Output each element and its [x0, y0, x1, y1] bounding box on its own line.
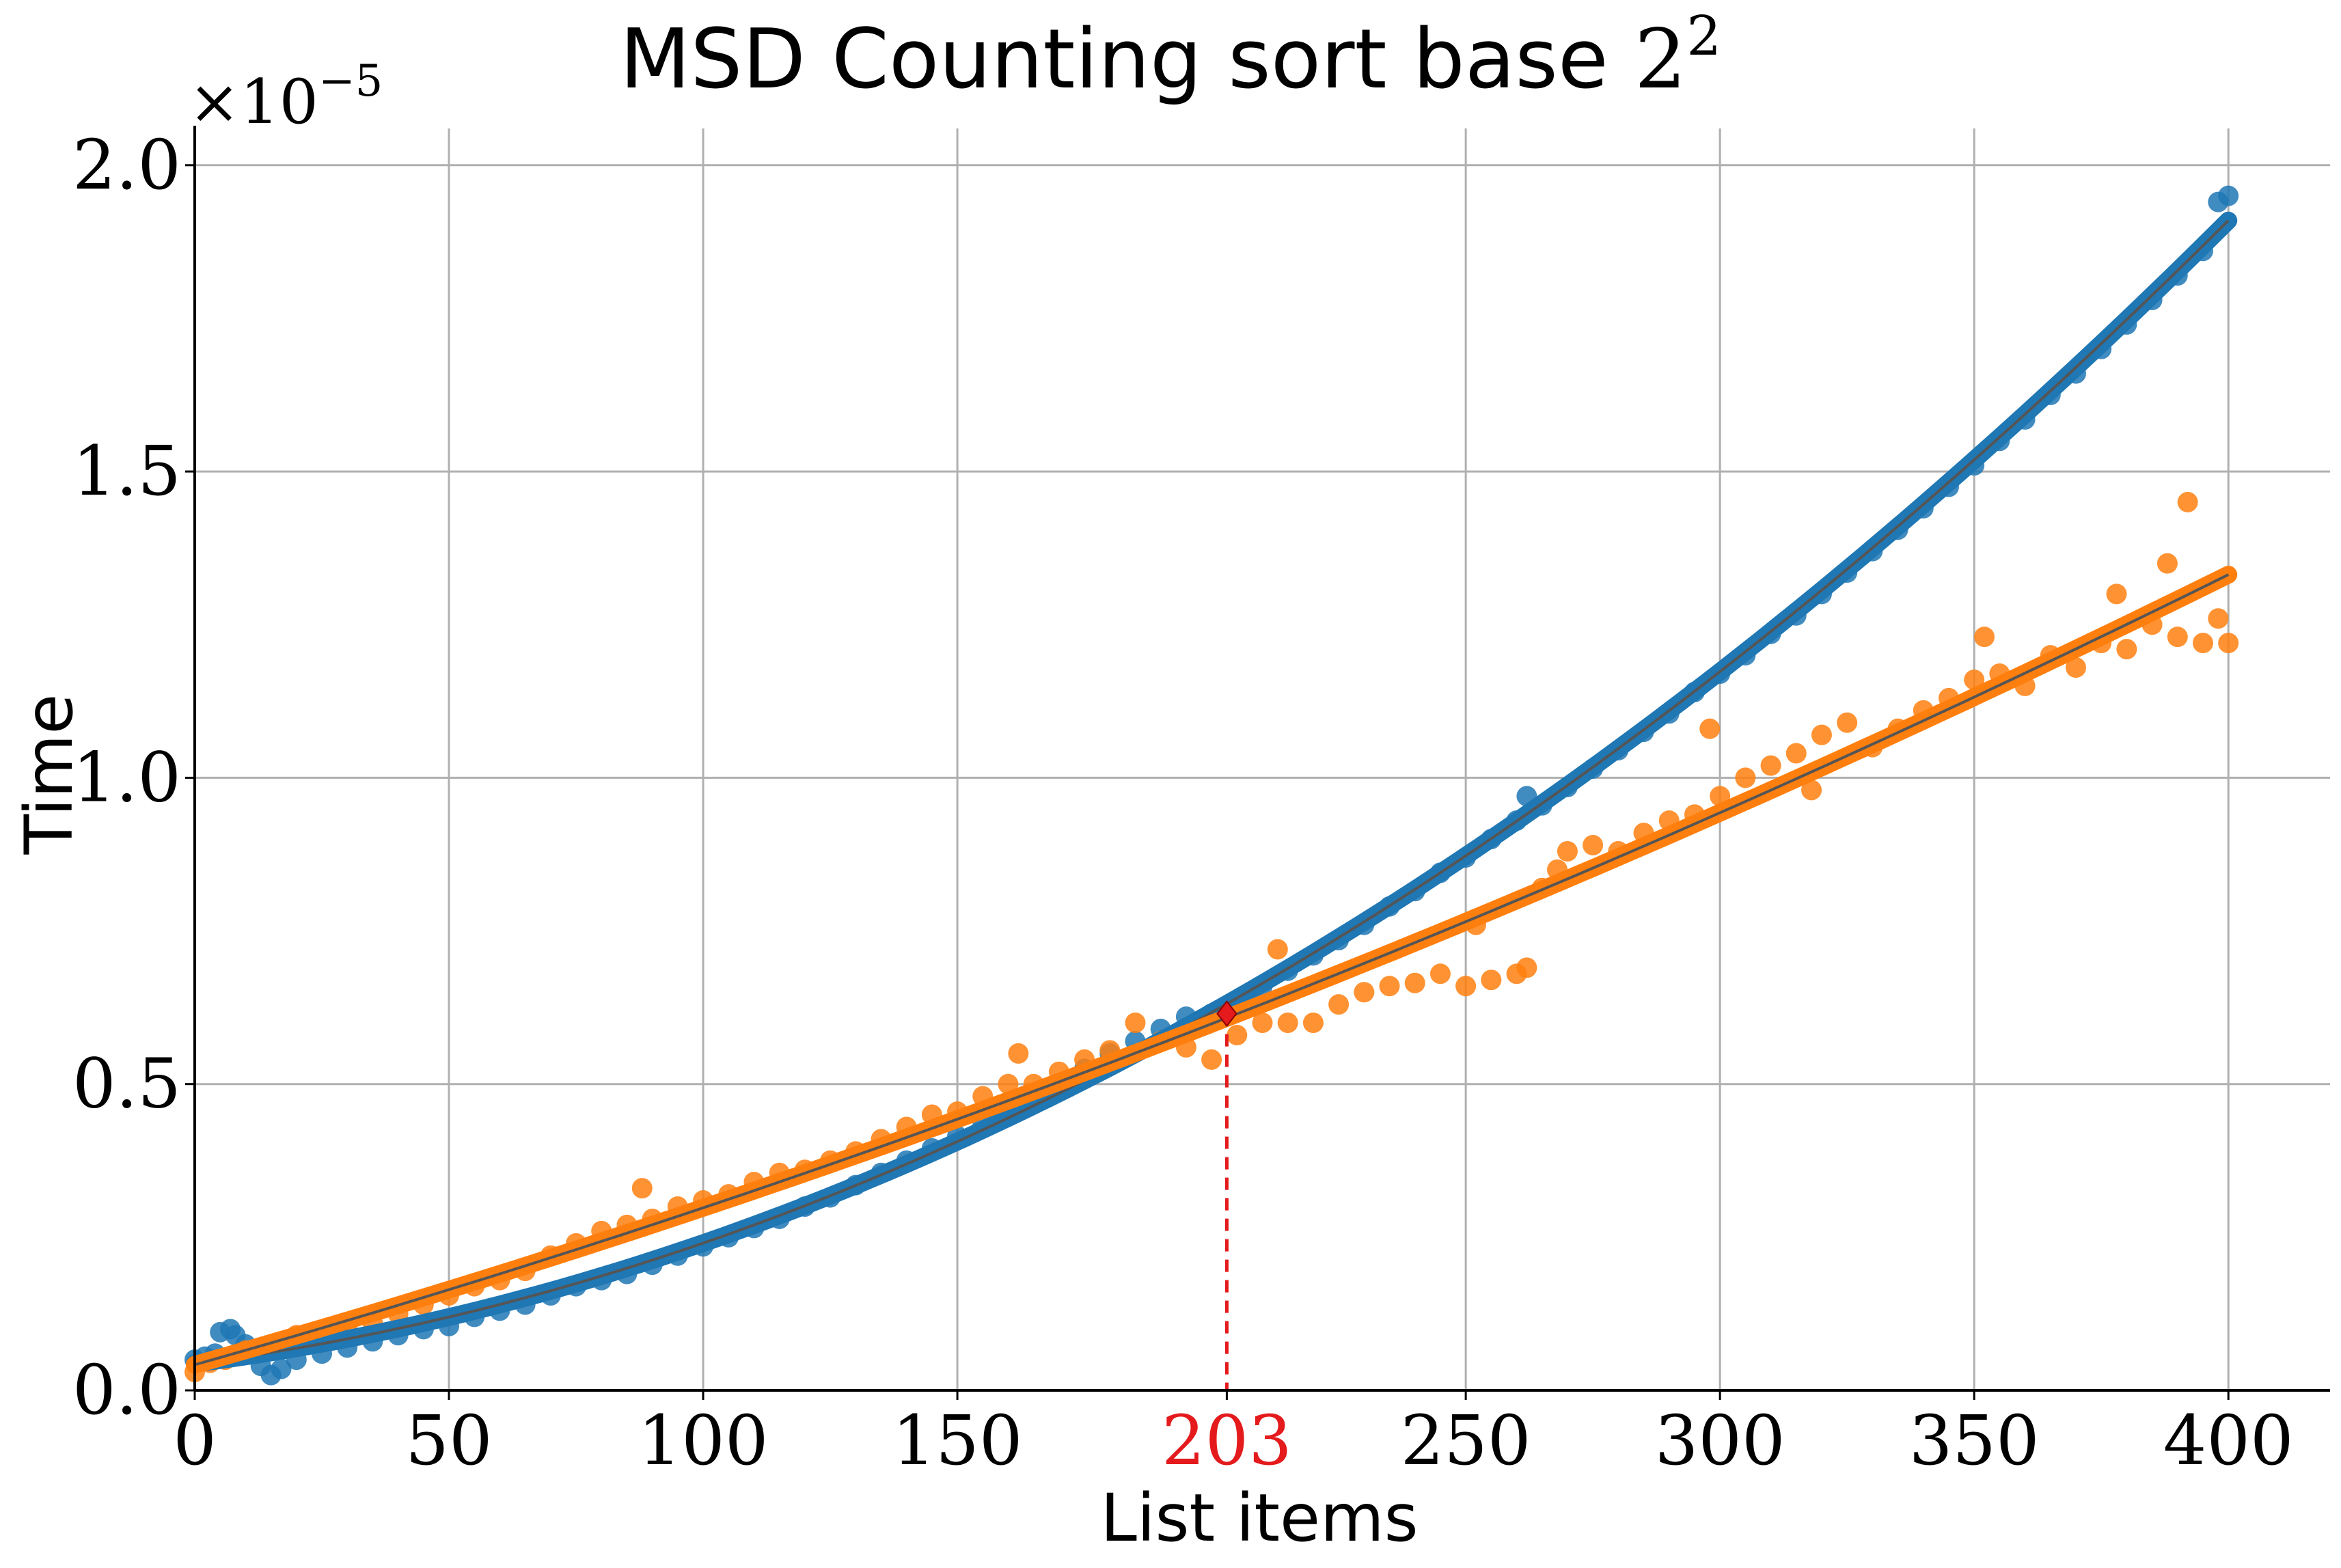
data-point [631, 1178, 653, 1199]
data-point [1328, 994, 1350, 1015]
data-point [1429, 963, 1451, 985]
y-tick-label: 2.0 [72, 125, 181, 205]
x-tick-label: 50 [405, 1401, 492, 1481]
x-tick-label: 0 [173, 1401, 217, 1481]
fit-band-0 [186, 211, 2238, 1373]
data-point [2218, 185, 2239, 206]
series-1 [184, 491, 2239, 1383]
x-tick-label: 250 [1401, 1401, 1531, 1481]
data-point [2157, 553, 2178, 574]
y-tick-label: 1.5 [72, 431, 181, 511]
data-point [2116, 639, 2137, 660]
intersection-marker [1216, 1000, 1237, 1390]
data-point [1583, 835, 1604, 856]
tick-labels: 0 50 100 150 203 250 300 350 400 0.0 0.5 1.0 1.5 2.0 [72, 125, 2294, 1481]
data-point [2106, 583, 2127, 605]
x-tick-label: 150 [892, 1401, 1023, 1481]
chart-title: MSD Counting sort base 22 [620, 4, 1721, 107]
data-point [1404, 972, 1425, 993]
y-tick-label: 0.5 [72, 1044, 181, 1124]
data-point [1699, 718, 1721, 739]
y-axis-label: Time [11, 694, 87, 855]
x-tick-label: 350 [1909, 1401, 2040, 1481]
chart-title-base: 2 [1634, 12, 1686, 107]
fit-band-1 [186, 566, 2238, 1374]
data-point [2065, 657, 2086, 678]
data-point [1811, 724, 1832, 745]
data-point [1455, 976, 1477, 997]
data-point [1227, 1024, 1248, 1045]
data-point [1277, 1013, 1298, 1034]
data-point [1379, 976, 1400, 997]
fit-line-0 [194, 219, 2230, 1365]
x-tick-label: 400 [2163, 1401, 2294, 1481]
y-multiplier-prefix: ×10 [189, 66, 318, 138]
data-point [1125, 1013, 1146, 1034]
data-point [1837, 712, 1858, 733]
fit-line-1 [194, 573, 2230, 1366]
x-tick-label: 203 [1162, 1401, 1292, 1481]
data-point [1785, 743, 1807, 764]
y-multiplier-exponent: −5 [318, 56, 383, 107]
chart-title-text: MSD Counting sort base [620, 12, 1634, 107]
data-point [2218, 633, 2239, 654]
data-point [1267, 939, 1288, 960]
data-point [2177, 491, 2198, 512]
data-point [1557, 840, 1578, 862]
y-multiplier: ×10−5 [189, 56, 383, 138]
series-layer [184, 185, 2239, 1386]
data-point [1354, 982, 1375, 1003]
x-tick-label: 300 [1655, 1401, 1785, 1481]
data-point [1201, 1049, 1222, 1070]
data-point [271, 1358, 292, 1379]
intersection-diamond [1216, 1000, 1237, 1028]
data-point [2208, 608, 2229, 629]
grid [193, 128, 2330, 1392]
data-point [2192, 633, 2213, 654]
series-0 [184, 185, 2239, 1386]
data-point [998, 1073, 1019, 1095]
y-tick-label: 0.0 [72, 1350, 181, 1430]
data-point [1735, 767, 1756, 788]
chart-title-exponent: 2 [1686, 4, 1721, 68]
data-point [2167, 627, 2188, 648]
data-point [1302, 1013, 1324, 1034]
y-tick-label: 1.0 [72, 737, 181, 817]
data-point [1008, 1043, 1029, 1064]
axes [193, 126, 2330, 1392]
data-point [1974, 627, 1995, 648]
data-point [1760, 755, 1781, 776]
data-point [1252, 1013, 1273, 1034]
fit-lines [186, 211, 2238, 1374]
data-point [1516, 957, 1537, 978]
data-point [1801, 780, 1822, 801]
x-tick-label: 100 [638, 1401, 769, 1481]
data-point [1481, 969, 1502, 991]
x-axis-label: List items [1100, 1480, 1418, 1556]
